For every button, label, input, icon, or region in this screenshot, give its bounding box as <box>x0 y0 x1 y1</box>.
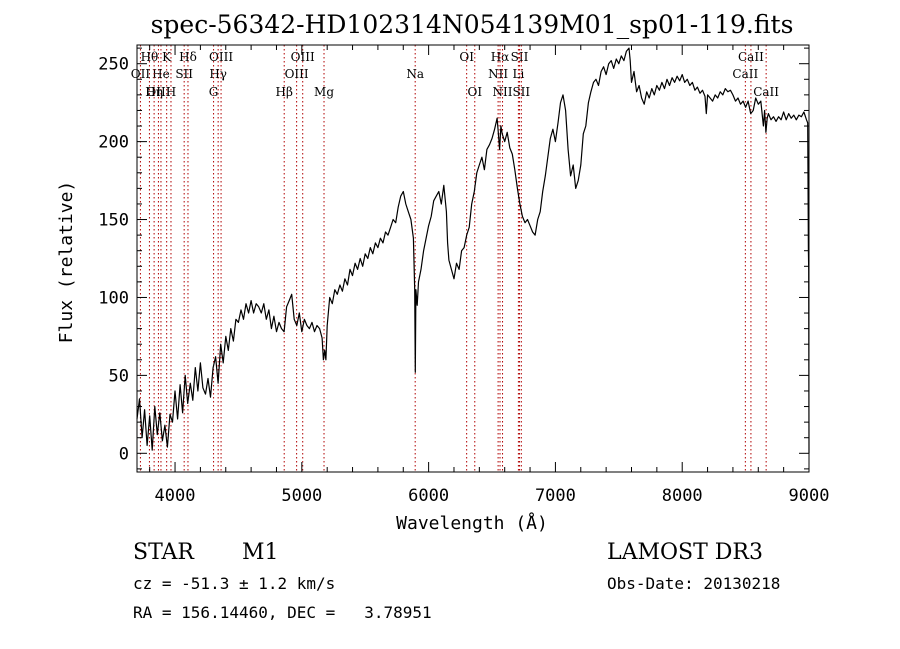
line-marker-label: OIII <box>285 67 309 81</box>
x-tick-label: 5000 <box>281 486 322 506</box>
y-tick-label: 100 <box>98 288 129 308</box>
plot-frame <box>136 44 810 473</box>
observation-date: Obs-Date: 20130218 <box>607 574 781 593</box>
series-line-flux <box>136 47 810 454</box>
line-marker-label: SII <box>175 67 193 81</box>
line-marker-label: CaII <box>738 50 764 64</box>
line-marker-label: NII <box>493 85 513 99</box>
line-marker-label: Hα <box>491 50 510 64</box>
series-group <box>136 47 810 454</box>
y-tick-label: 250 <box>98 55 129 75</box>
line-marker-label: OIII <box>291 50 315 64</box>
object-subclass: M1 <box>242 540 279 565</box>
line-marker-label: NII <box>488 67 508 81</box>
line-marker-label: Hδ <box>179 50 197 64</box>
axes: 4000 5000 6000 7000 8000 9000 0 50 100 150 200 250 <box>98 45 829 506</box>
redshift-readout: cz = -51.3 ± 1.2 km/s <box>133 574 336 593</box>
y-tick-label: 0 <box>119 444 129 464</box>
y-tick-label: 150 <box>98 211 129 231</box>
x-tick-label: 6000 <box>408 486 449 506</box>
x-tick-label: 4000 <box>155 486 196 506</box>
line-marker-label: Hβ <box>276 85 293 99</box>
y-tick-label: 50 <box>109 366 129 386</box>
line-marker-label: OII <box>131 67 151 81</box>
x-tick-label: 7000 <box>535 486 576 506</box>
x-axis-label: Wavelength (Å) <box>396 512 548 534</box>
line-marker-label: Na <box>406 67 424 81</box>
line-marker-label: SII <box>512 85 530 99</box>
line-marker-label: G <box>209 85 219 99</box>
y-tick-label: 200 <box>98 133 129 153</box>
line-marker-label: SII <box>511 50 529 64</box>
line-marker-label: OI <box>467 85 482 99</box>
line-marker-label: Hγ <box>209 67 227 81</box>
line-marker-label: CaII <box>732 67 758 81</box>
line-marker-label: Li <box>512 67 524 81</box>
line-marker-label: Hη <box>145 85 163 99</box>
object-class: STAR <box>133 540 194 565</box>
y-axis-label: Flux (relative) <box>56 181 77 344</box>
x-tick-label: 8000 <box>662 486 703 506</box>
line-marker-label: H <box>166 85 176 99</box>
line-marker-label: K <box>162 50 172 64</box>
coordinates: RA = 156.14460, DEC = 3.78951 <box>133 603 432 622</box>
chart-title: spec-56342-HD102314N054139M01_sp01-119.f… <box>151 10 794 39</box>
x-tick-label: 9000 <box>789 486 830 506</box>
line-marker-label: OI <box>459 50 474 64</box>
line-marker-label: OIII <box>146 85 170 99</box>
line-marker-label: CaII <box>753 85 779 99</box>
line-marker-label: OIII <box>209 50 233 64</box>
survey-name: LAMOST DR3 <box>607 540 763 565</box>
line-marker-label: Mg <box>314 85 334 99</box>
line-marker-label: Hθ <box>141 50 159 64</box>
line-marker-label: He <box>152 67 170 81</box>
